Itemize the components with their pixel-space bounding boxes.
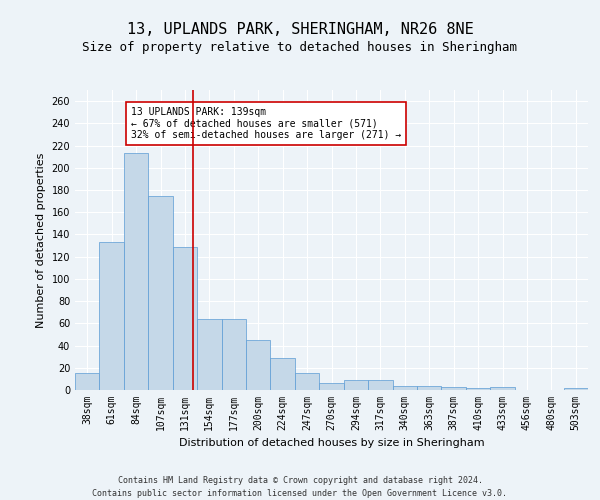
Bar <box>173 246 197 390</box>
Bar <box>319 384 344 390</box>
Text: Size of property relative to detached houses in Sheringham: Size of property relative to detached ho… <box>83 41 517 54</box>
Bar <box>563 388 588 390</box>
Bar <box>100 242 124 390</box>
Bar <box>271 358 295 390</box>
Bar <box>295 374 319 390</box>
Bar <box>344 380 368 390</box>
X-axis label: Distribution of detached houses by size in Sheringham: Distribution of detached houses by size … <box>179 438 484 448</box>
Text: 13, UPLANDS PARK, SHERINGHAM, NR26 8NE: 13, UPLANDS PARK, SHERINGHAM, NR26 8NE <box>127 22 473 38</box>
Bar <box>197 319 221 390</box>
Y-axis label: Number of detached properties: Number of detached properties <box>36 152 46 328</box>
Bar <box>246 340 271 390</box>
Bar <box>442 386 466 390</box>
Bar <box>148 196 173 390</box>
Text: 13 UPLANDS PARK: 139sqm
← 67% of detached houses are smaller (571)
32% of semi-d: 13 UPLANDS PARK: 139sqm ← 67% of detache… <box>131 106 401 140</box>
Bar <box>75 374 100 390</box>
Bar <box>368 380 392 390</box>
Bar <box>417 386 442 390</box>
Bar <box>466 388 490 390</box>
Bar <box>490 386 515 390</box>
Bar <box>392 386 417 390</box>
Text: Contains HM Land Registry data © Crown copyright and database right 2024.
Contai: Contains HM Land Registry data © Crown c… <box>92 476 508 498</box>
Bar <box>221 319 246 390</box>
Bar <box>124 154 148 390</box>
